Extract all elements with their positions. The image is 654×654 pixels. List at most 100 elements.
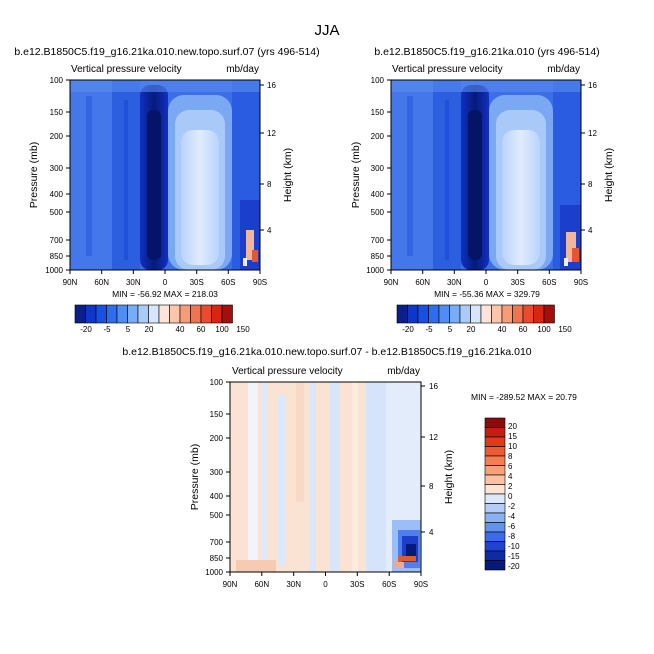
panel-2-title: b.e12.B1850C5.f19_g16.21ka.010 (yrs 496-… <box>374 46 599 58</box>
panel-1-x-tick-label: 90N <box>63 278 78 287</box>
panel-2-colorbar-swatch <box>459 304 471 324</box>
panel-2-y-right-axis-label: Height (km) <box>603 148 615 202</box>
panel-1-y-tick-label: 200 <box>50 132 64 141</box>
panel-1-stats: MIN = -56.92 MAX = 218.03 <box>112 289 218 299</box>
panel-2-colorbar-swatch <box>428 304 440 324</box>
panel-3-colorbar-swatch <box>484 550 506 561</box>
panel-2-colorbar-swatch <box>438 304 450 324</box>
panel-2-y-tick-label: 200 <box>371 132 385 141</box>
panel-1-colorbar-label: 150 <box>236 325 250 334</box>
panel-3-y-axis: 100 150 200 300 400 500 700 850 1000 Pre… <box>189 378 230 577</box>
panel-1-y-tick-label: 100 <box>50 76 64 85</box>
panel-3-colorbar-swatch <box>484 512 506 523</box>
panel-2-x-tick-label: 30S <box>511 278 525 287</box>
panel-2-y-tick-label: 100 <box>371 76 385 85</box>
panel-1-colorbar-swatch <box>95 304 107 324</box>
panel-3-colorbar-swatch <box>484 560 506 571</box>
panel-2-y-right-axis: 16 12 8 4 Height (km) <box>581 81 615 235</box>
panel-1-colorbar-swatch <box>106 304 118 324</box>
panel-2-y-right-tick-label: 4 <box>588 226 593 235</box>
panel-3-colorbar-label: -8 <box>508 532 516 541</box>
panel-1-x-tick-label: 60N <box>94 278 109 287</box>
panel-2-colorbar-swatch <box>522 304 534 324</box>
panel-3-y-tick-label: 400 <box>210 492 224 501</box>
panel-2-colorbar: -20 -5 5 20 40 60 100 150 <box>396 304 572 334</box>
panel-3-y-tick-label: 500 <box>210 511 224 520</box>
panel-3-colorbar-label: 6 <box>508 462 513 471</box>
panel-3-title: b.e12.B1850C5.f19_g16.21ka.010.new.topo.… <box>122 346 531 358</box>
panel-1-y-tick-label: 850 <box>50 252 64 261</box>
panel-3-y-right-tick-label: 4 <box>429 528 434 537</box>
panel-1-y-tick-label: 500 <box>50 208 64 217</box>
panel-2-colorbar-label: -20 <box>402 325 414 334</box>
panel-3-stats: MIN = -289.52 MAX = 20.79 <box>471 392 577 402</box>
panel-2-colorbar-swatch <box>543 304 555 324</box>
panel-3-y-axis-label: Pressure (mb) <box>189 444 201 511</box>
panel-2-x-tick-label: 0 <box>484 278 489 287</box>
panel-1-colorbar-swatch <box>221 304 233 324</box>
panel-1-colorbar-label: 60 <box>197 325 206 334</box>
panel-2-y-tick-label: 500 <box>371 208 385 217</box>
panel-3-colorbar-swatch <box>484 465 506 476</box>
panel-3-y-tick-label: 700 <box>210 538 224 547</box>
panel-2-colorbar-swatch <box>512 304 524 324</box>
panel-1-colorbar-swatch <box>190 304 202 324</box>
panel-3-x-tick-label: 90N <box>223 580 238 589</box>
panel-2-colorbar-label: 150 <box>558 325 572 334</box>
panel-3-y-tick-label: 100 <box>210 378 224 387</box>
panel-1-colorbar-swatch <box>169 304 181 324</box>
panel-3-colorbar-label: 8 <box>508 452 513 461</box>
panel-1-colorbar-swatch <box>148 304 160 324</box>
panel-3-x-axis: 90N 60N 30N 0 30S 60S 90S <box>223 572 428 589</box>
panel-2-x-axis: 90N 60N 30N 0 30S 60S 90S <box>384 270 588 287</box>
panel-1-x-tick-label: 60S <box>221 278 235 287</box>
panel-2-colorbar-label: 20 <box>467 325 476 334</box>
panel-3-y-right-tick-label: 16 <box>429 382 438 391</box>
panel-2-colorbar-label: 60 <box>519 325 528 334</box>
panel-2-x-tick-label: 60N <box>415 278 430 287</box>
panel-2-colorbar-swatch <box>501 304 513 324</box>
panel-3-colorbar-swatch <box>484 455 506 466</box>
panel-1-x-axis: 90N 60N 30N 0 30S 60S 90S <box>63 270 267 287</box>
panel-1-x-tick-label: 30N <box>126 278 141 287</box>
panel-1-colorbar-label: 40 <box>176 325 185 334</box>
panel-2: b.e12.B1850C5.f19_g16.21ka.010 (yrs 496-… <box>350 46 615 334</box>
panel-3-colorbar: 20 15 10 8 6 4 2 0 -2 -4 -6 -8 -10 -15 -… <box>484 417 520 571</box>
panel-2-y-tick-label: 1000 <box>366 266 384 275</box>
panel-3-subtitle-left: Vertical pressure velocity <box>232 366 343 377</box>
panel-1-colorbar-swatch <box>200 304 212 324</box>
panel-2-colorbar-label: 5 <box>448 325 453 334</box>
panel-2-y-right-tick-label: 16 <box>588 81 597 90</box>
panel-2-colorbar-swatch <box>533 304 545 324</box>
panel-3-colorbar-label: 2 <box>508 482 513 491</box>
panel-1-y-tick-label: 300 <box>50 164 64 173</box>
panel-3-colorbar-swatch <box>484 484 506 495</box>
panel-1-colorbar-swatch <box>137 304 149 324</box>
panel-3-y-tick-label: 850 <box>210 554 224 563</box>
panel-1-colorbar-swatch <box>158 304 170 324</box>
panel-1-colorbar-swatch <box>179 304 191 324</box>
panel-2-colorbar-swatch <box>480 304 492 324</box>
panel-3-colorbar-label: -4 <box>508 512 516 521</box>
panel-2-colorbar-swatch <box>396 304 408 324</box>
panel-3-colorbar-swatch <box>484 446 506 457</box>
panel-3-y-tick-label: 200 <box>210 434 224 443</box>
panel-3-colorbar-label: 10 <box>508 442 517 451</box>
panel-2-y-axis-label: Pressure (mb) <box>350 142 362 209</box>
panel-1-y-right-tick-label: 8 <box>267 180 272 189</box>
panel-2-subtitle-left: Vertical pressure velocity <box>392 64 503 75</box>
panel-3-y-tick-label: 300 <box>210 468 224 477</box>
panel-1-colorbar-label: -20 <box>80 325 92 334</box>
panel-3-subtitle-right: mb/day <box>387 366 420 377</box>
panel-1-y-tick-label: 150 <box>50 108 64 117</box>
panel-1-x-tick-label: 30S <box>190 278 204 287</box>
panel-3-colorbar-swatch <box>484 436 506 447</box>
panel-3-y-right-axis-label: Height (km) <box>443 450 455 504</box>
panel-3: b.e12.B1850C5.f19_g16.21ka.010.new.topo.… <box>122 346 577 589</box>
panel-1-colorbar-label: -5 <box>103 325 111 334</box>
panel-1-subtitle-left: Vertical pressure velocity <box>71 64 182 75</box>
panel-1-y-axis: 100 150 200 300 400 500 700 850 1000 Pre… <box>28 76 70 275</box>
panel-1-colorbar-label: 100 <box>215 325 229 334</box>
panel-3-x-tick-label: 30S <box>350 580 364 589</box>
panel-3-colorbar-label: 4 <box>508 472 513 481</box>
